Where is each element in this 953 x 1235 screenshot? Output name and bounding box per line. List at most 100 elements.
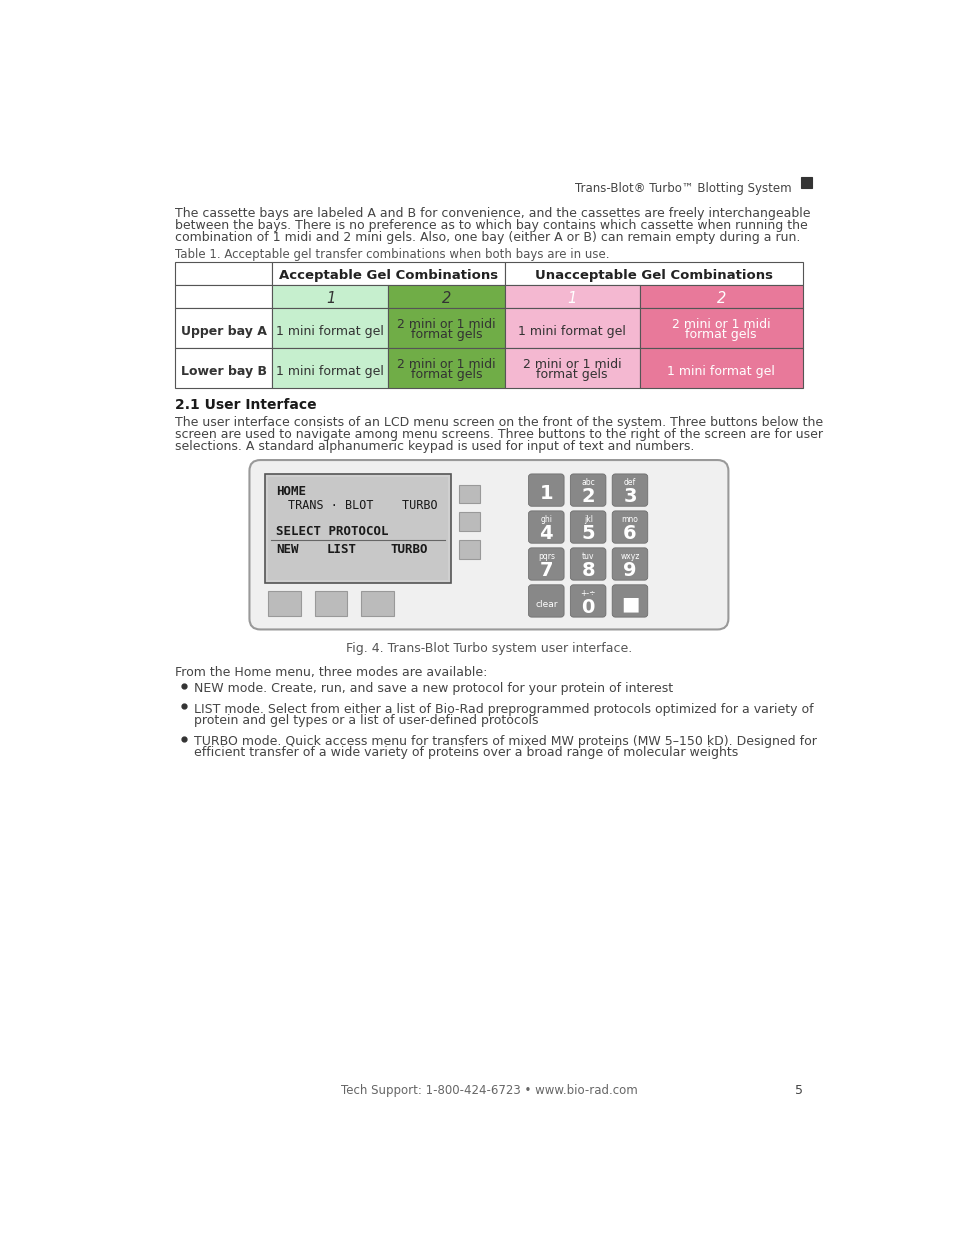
Text: 6: 6 [622, 524, 636, 542]
Text: +-÷: +-÷ [579, 589, 596, 598]
Text: format gels: format gels [684, 327, 756, 341]
Text: 1: 1 [567, 291, 577, 306]
Text: abc: abc [580, 478, 595, 487]
Text: Fig. 4. Trans-Blot Turbo system user interface.: Fig. 4. Trans-Blot Turbo system user int… [345, 642, 632, 655]
Bar [265, 474, 451, 583]
Text: HOME: HOME [275, 484, 306, 498]
Bar [639, 348, 802, 389]
Text: 2: 2 [441, 291, 451, 306]
Bar [174, 348, 272, 389]
Text: 3: 3 [622, 487, 636, 506]
Bar [801, 178, 811, 188]
Bar [268, 592, 300, 615]
Text: Trans-Blot® Turbo™ Blotting System: Trans-Blot® Turbo™ Blotting System [575, 182, 791, 195]
Text: format gels: format gels [411, 368, 482, 380]
FancyBboxPatch shape [570, 548, 605, 580]
Text: ghi: ghi [539, 515, 552, 524]
FancyBboxPatch shape [612, 548, 647, 580]
FancyBboxPatch shape [528, 585, 563, 618]
Bar [458, 484, 480, 503]
Text: Unacceptable Gel Combinations: Unacceptable Gel Combinations [534, 269, 772, 282]
Text: NEW: NEW [275, 543, 298, 556]
Text: The cassette bays are labeled A and B for convenience, and the cassettes are fre: The cassette bays are labeled A and B fo… [174, 206, 810, 220]
Bar [268, 477, 447, 580]
Text: pqrs: pqrs [537, 552, 555, 561]
Text: NEW mode. Create, run, and save a new protocol for your protein of interest: NEW mode. Create, run, and save a new pr… [193, 682, 672, 695]
Bar [639, 309, 802, 348]
Text: ■: ■ [620, 594, 639, 614]
Bar [458, 540, 480, 558]
Text: TURBO mode. Quick access menu for transfers of mixed MW proteins (MW 5–150 kD). : TURBO mode. Quick access menu for transf… [193, 735, 816, 748]
Text: 2: 2 [716, 291, 725, 306]
Text: format gels: format gels [411, 327, 482, 341]
FancyBboxPatch shape [528, 548, 563, 580]
Bar [504, 309, 639, 348]
Bar [272, 348, 388, 389]
FancyBboxPatch shape [249, 461, 728, 630]
Text: wxyz: wxyz [619, 552, 639, 561]
Text: LIST mode. Select from either a list of Bio-Rad preprogrammed protocols optimize: LIST mode. Select from either a list of … [193, 703, 812, 715]
Text: 0: 0 [580, 598, 594, 616]
FancyBboxPatch shape [612, 474, 647, 506]
Text: 1: 1 [538, 484, 553, 503]
Text: 5: 5 [580, 524, 595, 542]
Bar [504, 348, 639, 389]
Bar [388, 309, 504, 348]
Text: selections. A standard alphanumeric keypad is used for input of text and numbers: selections. A standard alphanumeric keyp… [174, 440, 694, 453]
Text: screen are used to navigate among menu screens. Three buttons to the right of th: screen are used to navigate among menu s… [174, 429, 822, 441]
Text: between the bays. There is no preference as to which bay contains which cassette: between the bays. There is no preference… [174, 219, 807, 232]
Text: 1 mini format gel: 1 mini format gel [666, 366, 775, 378]
Bar [174, 285, 272, 309]
Text: The user interface consists of an LCD menu screen on the front of the system. Th: The user interface consists of an LCD me… [174, 416, 822, 429]
Text: 1: 1 [326, 291, 335, 306]
FancyBboxPatch shape [528, 474, 563, 506]
Text: 2 mini or 1 midi: 2 mini or 1 midi [671, 317, 770, 331]
Bar [388, 285, 504, 309]
FancyBboxPatch shape [612, 511, 647, 543]
Bar [639, 285, 802, 309]
Text: format gels: format gels [536, 368, 607, 380]
Text: 1 mini format gel: 1 mini format gel [276, 325, 384, 338]
FancyBboxPatch shape [570, 474, 605, 506]
Text: 2 mini or 1 midi: 2 mini or 1 midi [522, 358, 620, 370]
Bar [174, 309, 272, 348]
Text: Tech Support: 1-800-424-6723 • www.bio-rad.com: Tech Support: 1-800-424-6723 • www.bio-r… [340, 1084, 637, 1097]
Text: 2.1 User Interface: 2.1 User Interface [174, 399, 316, 412]
Text: 8: 8 [580, 561, 595, 579]
Text: protein and gel types or a list of user-defined protocols: protein and gel types or a list of user-… [193, 714, 537, 727]
Text: Lower bay B: Lower bay B [180, 366, 267, 378]
Bar [174, 262, 272, 285]
Text: jkl: jkl [583, 515, 592, 524]
Bar [272, 309, 388, 348]
Text: 5: 5 [794, 1084, 802, 1097]
Text: TURBO: TURBO [390, 543, 428, 556]
Text: mno: mno [621, 515, 638, 524]
Text: 2: 2 [580, 487, 595, 506]
Text: Table 1. Acceptable gel transfer combinations when both bays are in use.: Table 1. Acceptable gel transfer combina… [174, 248, 609, 262]
Text: 4: 4 [538, 524, 553, 542]
Text: efficient transfer of a wide variety of proteins over a broad range of molecular: efficient transfer of a wide variety of … [193, 746, 737, 760]
Text: 1 mini format gel: 1 mini format gel [276, 366, 384, 378]
Text: 1 mini format gel: 1 mini format gel [517, 325, 625, 338]
FancyBboxPatch shape [570, 585, 605, 618]
Bar [272, 262, 504, 285]
FancyBboxPatch shape [570, 511, 605, 543]
Bar [504, 262, 802, 285]
Text: 9: 9 [622, 561, 636, 579]
Text: 2 mini or 1 midi: 2 mini or 1 midi [396, 317, 496, 331]
Text: clear: clear [535, 599, 557, 609]
Text: SELECT PROTOCOL: SELECT PROTOCOL [275, 525, 388, 537]
Bar [458, 513, 480, 531]
FancyBboxPatch shape [528, 511, 563, 543]
Text: From the Home menu, three modes are available:: From the Home menu, three modes are avai… [174, 667, 487, 679]
Text: TRANS · BLOT    TURBO: TRANS · BLOT TURBO [288, 499, 437, 511]
FancyBboxPatch shape [612, 585, 647, 618]
Bar [360, 592, 394, 615]
Bar [314, 592, 347, 615]
Text: def: def [623, 478, 636, 487]
Text: 7: 7 [539, 561, 553, 579]
Text: 2 mini or 1 midi: 2 mini or 1 midi [396, 358, 496, 370]
Text: tuv: tuv [581, 552, 594, 561]
Text: Upper bay A: Upper bay A [180, 325, 266, 338]
Text: Acceptable Gel Combinations: Acceptable Gel Combinations [278, 269, 497, 282]
